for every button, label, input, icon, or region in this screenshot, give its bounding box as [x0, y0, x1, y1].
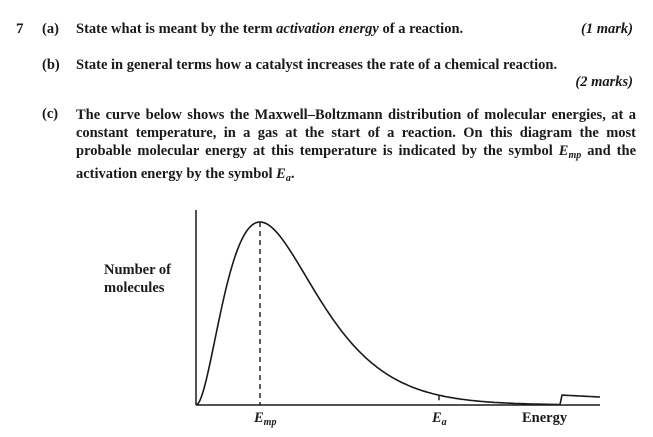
part-a-emphasis: activation energy	[276, 21, 379, 37]
distribution-curve	[195, 221, 601, 406]
emp-marker-label: Emp	[254, 410, 277, 428]
part-a-label: (a)	[42, 21, 59, 37]
part-c-text: The curve below shows the Maxwell–Boltzm…	[76, 107, 636, 184]
ea-marker-label: Ea	[432, 410, 447, 428]
part-a-marks: (1 mark)	[581, 21, 633, 37]
part-c-label: (c)	[42, 106, 59, 122]
part-a-text: State what is meant by the term activati…	[76, 21, 464, 37]
part-b-marks: (2 marks)	[575, 74, 633, 90]
y-axis-label-line2: molecules	[104, 280, 165, 296]
x-axis-label: Energy	[522, 410, 568, 426]
part-b-label: (b)	[42, 57, 60, 73]
part-b-text: State in general terms how a catalyst in…	[76, 57, 558, 73]
question-number: 7	[16, 21, 24, 37]
y-axis-label-line1: Number of	[104, 262, 171, 278]
